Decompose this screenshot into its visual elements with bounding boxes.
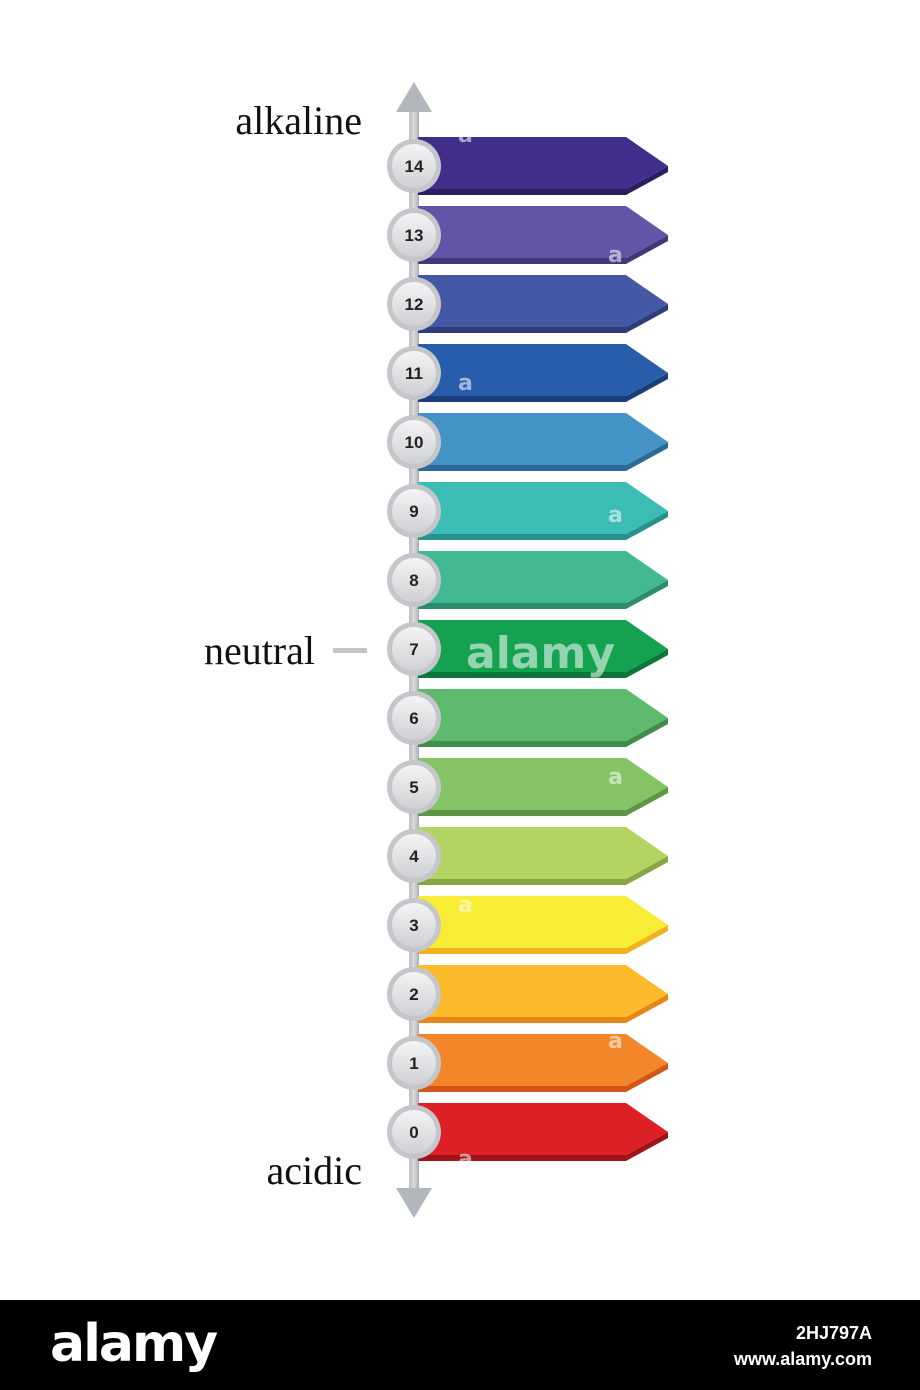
ph-badge xyxy=(392,213,436,257)
ph-row: 0 xyxy=(387,1103,668,1161)
footer-site: www.alamy.com xyxy=(733,1349,872,1369)
ph-badge xyxy=(392,1041,436,1085)
ph-arrow-shade xyxy=(418,511,668,540)
ph-value-label: 8 xyxy=(409,571,418,590)
label-alkaline: alkaline xyxy=(235,98,362,143)
watermark-glyph: a xyxy=(608,503,623,528)
ph-value-label: 14 xyxy=(405,157,424,176)
label-neutral: neutral xyxy=(204,628,315,673)
ph-badge xyxy=(392,558,436,602)
ph-arrow-bar xyxy=(418,1103,668,1155)
ph-value-label: 6 xyxy=(409,709,418,728)
ph-arrow-shade xyxy=(418,1132,668,1161)
ph-arrow-shade xyxy=(418,856,668,885)
ph-arrow-bar xyxy=(418,827,668,879)
ph-arrow-bar xyxy=(418,275,668,327)
ph-row: 8 xyxy=(387,551,668,609)
ph-value-label: 11 xyxy=(405,364,423,383)
footer-id-block: 2HJ797A www.alamy.com xyxy=(734,1320,872,1372)
ph-scale-diagram: alkaline neutral acidic 1413121110987654… xyxy=(204,82,668,1218)
ph-arrow-shade xyxy=(418,580,668,609)
ph-arrow-bar xyxy=(418,482,668,534)
footer-logo: alamy xyxy=(50,1314,218,1374)
ph-row: 7 xyxy=(387,620,668,678)
arrow-up-icon xyxy=(396,82,432,112)
ph-value-label: 0 xyxy=(409,1123,418,1142)
ph-row: 9 xyxy=(387,482,668,540)
ph-row: 1 xyxy=(387,1034,668,1092)
ph-badge xyxy=(392,972,436,1016)
ph-row: 13 xyxy=(387,206,668,264)
watermark-center: alamy xyxy=(466,628,615,679)
ph-value-label: 13 xyxy=(405,226,424,245)
watermark-glyph: a xyxy=(458,893,473,918)
ph-row: 4 xyxy=(387,827,668,885)
ph-badge xyxy=(392,420,436,464)
ph-arrow-shade xyxy=(418,649,668,678)
ph-row: 10 xyxy=(387,413,668,471)
watermark-glyph: a xyxy=(458,371,473,396)
footer-image-id: 2HJ797A xyxy=(795,1323,872,1343)
ph-value-label: 9 xyxy=(409,502,418,521)
ph-value-label: 5 xyxy=(409,778,418,797)
ph-value-label: 2 xyxy=(409,985,418,1004)
ph-arrow-bar xyxy=(418,896,668,948)
ph-arrow-shade xyxy=(418,718,668,747)
watermark-glyph: a xyxy=(608,1029,623,1054)
ph-arrow-shade xyxy=(418,166,668,195)
ph-value-label: 1 xyxy=(409,1054,418,1073)
ph-arrow-shade xyxy=(418,787,668,816)
ph-arrow-shade xyxy=(418,994,668,1023)
neutral-marker xyxy=(333,648,367,653)
ph-badge xyxy=(392,1110,436,1154)
ph-value-label: 12 xyxy=(405,295,424,314)
watermark-glyph: a xyxy=(608,765,623,790)
ph-value-label: 4 xyxy=(409,847,419,866)
ph-arrow-bar xyxy=(418,965,668,1017)
ph-arrow-shade xyxy=(418,373,668,402)
ph-arrow-shade xyxy=(418,925,668,954)
ph-badge xyxy=(392,282,436,326)
ph-arrow-bar xyxy=(418,551,668,603)
watermark-glyph: a xyxy=(608,243,623,268)
ph-row: 3 xyxy=(387,896,668,954)
ph-badge xyxy=(392,144,436,188)
ph-badge xyxy=(392,351,436,395)
ph-arrow-bar xyxy=(418,1034,668,1086)
ph-row: 11 xyxy=(387,344,668,402)
ph-row: 2 xyxy=(387,965,668,1023)
ph-arrow-shade xyxy=(418,1063,668,1092)
ph-badge xyxy=(392,489,436,533)
ph-arrow-shade xyxy=(418,235,668,264)
ph-row: 12 xyxy=(387,275,668,333)
ph-value-label: 7 xyxy=(409,640,418,659)
ph-arrow-bar xyxy=(418,758,668,810)
ph-arrow-shade xyxy=(418,442,668,471)
ph-badge xyxy=(392,627,436,671)
ph-row: 14 xyxy=(387,137,668,195)
ph-row: 5 xyxy=(387,758,668,816)
ph-arrow-bar xyxy=(418,206,668,258)
ph-value-label: 3 xyxy=(409,916,418,935)
ph-arrow-bar xyxy=(418,689,668,741)
ph-arrow-shade xyxy=(418,304,668,333)
ph-badge xyxy=(392,903,436,947)
watermark-glyph: a xyxy=(458,123,473,148)
watermark: alamy a a a a a a a a xyxy=(458,123,623,1172)
footer-bar: alamy 2HJ797A www.alamy.com xyxy=(0,1300,920,1390)
ph-value-label: 10 xyxy=(405,433,424,452)
ph-badge xyxy=(392,834,436,878)
ph-arrow-bar xyxy=(418,413,668,465)
watermark-glyph: a xyxy=(458,1147,473,1172)
ph-row: 6 xyxy=(387,689,668,747)
ph-badge xyxy=(392,765,436,809)
ph-badge xyxy=(392,696,436,740)
ph-arrow-bar xyxy=(418,620,668,672)
arrow-down-icon xyxy=(396,1188,432,1218)
label-acidic: acidic xyxy=(267,1148,363,1193)
ph-arrow-bar xyxy=(418,344,668,396)
ph-arrow-bar xyxy=(418,137,668,189)
